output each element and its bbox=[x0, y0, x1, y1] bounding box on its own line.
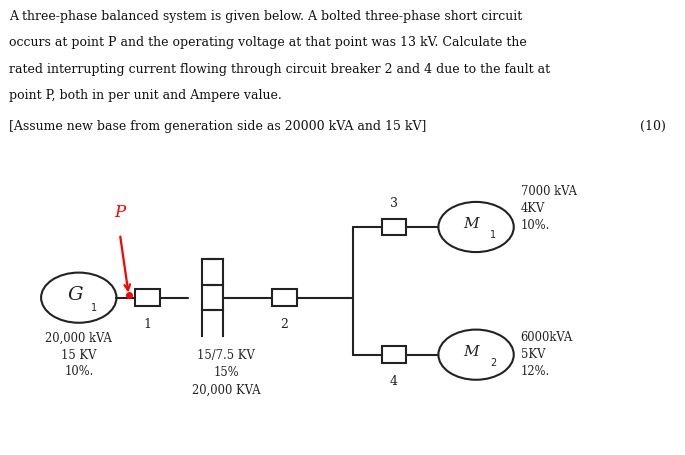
Text: 10%.: 10%. bbox=[64, 364, 93, 377]
Text: (10): (10) bbox=[640, 120, 667, 133]
Text: 10%.: 10%. bbox=[521, 219, 550, 232]
Text: 1: 1 bbox=[143, 318, 151, 331]
Text: 2: 2 bbox=[490, 357, 497, 367]
Text: rated interrupting current flowing through circuit breaker 2 and 4 due to the fa: rated interrupting current flowing throu… bbox=[9, 63, 550, 76]
Text: M: M bbox=[463, 217, 478, 231]
Text: 6000kVA: 6000kVA bbox=[521, 330, 573, 343]
Text: 15/7.5 KV: 15/7.5 KV bbox=[197, 348, 255, 361]
Text: P: P bbox=[114, 204, 125, 221]
Text: 1: 1 bbox=[490, 229, 496, 239]
Text: 1: 1 bbox=[91, 302, 97, 312]
Text: 4: 4 bbox=[390, 374, 398, 388]
Text: 4KV: 4KV bbox=[521, 202, 545, 215]
Text: 12%.: 12%. bbox=[521, 364, 550, 378]
Bar bbox=[272, 290, 297, 306]
Text: occurs at point P and the operating voltage at that point was 13 kV. Calculate t: occurs at point P and the operating volt… bbox=[9, 36, 527, 50]
Circle shape bbox=[438, 202, 514, 253]
Text: 15 KV: 15 KV bbox=[61, 348, 97, 361]
Text: G: G bbox=[68, 285, 83, 303]
Text: 7000 kVA: 7000 kVA bbox=[521, 184, 577, 197]
Text: 20,000 KVA: 20,000 KVA bbox=[192, 383, 260, 396]
Bar bbox=[382, 219, 406, 236]
Bar bbox=[382, 347, 406, 363]
Circle shape bbox=[438, 330, 514, 380]
Text: [Assume new base from generation side as 20000 kVA and 15 kV]: [Assume new base from generation side as… bbox=[9, 120, 426, 133]
Text: 15%: 15% bbox=[213, 365, 239, 379]
Text: 20,000 kVA: 20,000 kVA bbox=[45, 331, 112, 344]
Text: 5KV: 5KV bbox=[521, 347, 545, 360]
Circle shape bbox=[41, 273, 116, 323]
Text: point P, both in per unit and Ampere value.: point P, both in per unit and Ampere val… bbox=[9, 89, 282, 102]
Text: M: M bbox=[463, 344, 478, 358]
Bar bbox=[135, 290, 160, 306]
Text: A three-phase balanced system is given below. A bolted three-phase short circuit: A three-phase balanced system is given b… bbox=[9, 10, 522, 23]
Text: 2: 2 bbox=[280, 318, 288, 331]
Text: 3: 3 bbox=[390, 196, 398, 209]
